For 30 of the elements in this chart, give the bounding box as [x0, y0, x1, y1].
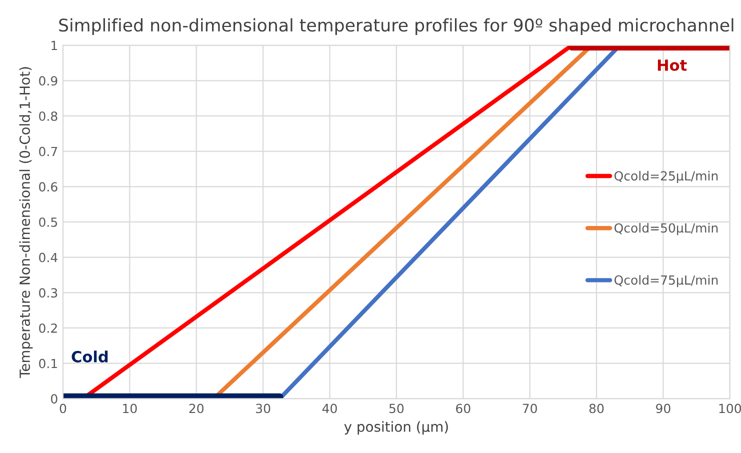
y-tick-label: 1 — [52, 40, 57, 50]
x-tick-label: 10 — [123, 404, 137, 414]
y-tick-label: 0.7 — [39, 146, 58, 156]
x-tick-label: 70 — [522, 404, 537, 414]
y-tick-label: 0.9 — [39, 76, 58, 86]
x-tick-label: 50 — [389, 404, 404, 414]
x-tick-label: 20 — [189, 404, 204, 414]
y-tick-label: 0.2 — [39, 323, 57, 333]
x-tick-label: 80 — [589, 404, 604, 414]
legend-label: Qcold=50µL/min — [614, 222, 718, 236]
chart-title: Simplified non-dimensional temperature profiles for 90º shaped microchannel — [59, 18, 734, 36]
x-tick-label: 40 — [322, 404, 337, 414]
legend-label: Qcold=25µL/min — [614, 170, 718, 183]
x-tick-label: 60 — [456, 404, 470, 414]
y-tick-label: 0 — [50, 394, 58, 404]
y-axis-title: Temperature Non-dimensional (0-Cold,1-Hot) — [19, 67, 33, 378]
y-tick-label: 0.8 — [39, 111, 58, 121]
y-tick-label: 0.5 — [39, 217, 58, 227]
annotation: Hot — [658, 60, 687, 71]
x-tick-label: 30 — [256, 404, 270, 414]
x-tick-label: 90 — [656, 404, 670, 414]
y-tick-label: 0.6 — [39, 182, 58, 192]
y-tick-label: 0.3 — [39, 288, 58, 298]
annotation: Cold — [72, 350, 108, 362]
x-tick-label: 100 — [719, 404, 741, 414]
x-axis-title: y position (µm) — [344, 421, 448, 435]
legend-label: Qcold=75µL/min — [614, 275, 718, 288]
x-tick-label: 0 — [60, 404, 66, 414]
y-tick-label: 0.4 — [39, 252, 58, 262]
y-tick-label: 0.1 — [39, 358, 57, 368]
